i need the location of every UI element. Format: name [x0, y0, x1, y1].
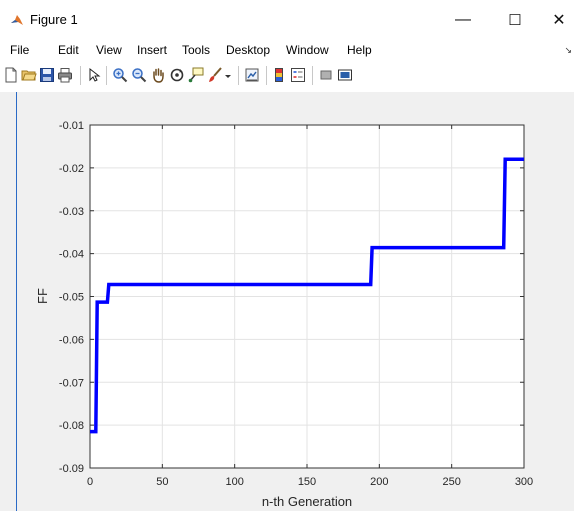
open-file-icon[interactable] [21, 67, 37, 83]
show-plot-tools-icon[interactable] [337, 67, 353, 83]
menu-bar: File Edit View Insert Tools Desktop Wind… [0, 40, 574, 60]
grid-layer [89, 124, 525, 469]
toolbar-separator [312, 66, 313, 85]
colorbar-icon[interactable] [271, 67, 287, 83]
x-axis-label: n-th Generation [262, 494, 352, 509]
zoom-out-icon[interactable] [131, 67, 147, 83]
pointer-icon[interactable] [86, 67, 102, 83]
toolbar-separator [266, 66, 267, 85]
minimize-button[interactable]: — [455, 11, 471, 28]
window-title: Figure 1 [30, 12, 78, 27]
x-tick-label: 250 [442, 476, 460, 488]
figure-canvas: -0.09 -0.08 -0.07 -0.06 -0.05 -0.04 -0.03 -0.02… [0, 92, 574, 511]
print-icon[interactable] [57, 67, 73, 83]
data-cursor-icon[interactable] [188, 67, 204, 83]
brush-dropdown-icon[interactable] [224, 67, 232, 83]
y-tick-label: -0.08 [59, 420, 84, 432]
menu-file[interactable]: File [10, 43, 30, 57]
tick-layer [89, 124, 525, 469]
menu-tools[interactable]: Tools [182, 43, 211, 57]
menu-help[interactable]: Help [347, 43, 372, 57]
x-tick-labels: 0 50 100 150 200 250 300 [87, 476, 533, 488]
x-tick-label: 300 [515, 476, 533, 488]
menu-overflow-icon[interactable]: ↘ [564, 45, 572, 55]
menu-desktop[interactable]: Desktop [226, 43, 271, 57]
window-edge [16, 92, 17, 511]
x-tick-label: 100 [225, 476, 243, 488]
legend-icon[interactable] [290, 67, 306, 83]
toolbar-separator [106, 66, 107, 85]
x-tick-label: 150 [298, 476, 316, 488]
matlab-icon [10, 13, 24, 27]
menu-insert[interactable]: Insert [137, 43, 168, 57]
y-tick-labels: -0.09 -0.08 -0.07 -0.06 -0.05 -0.04 -0.03 -0.02… [59, 120, 84, 475]
y-tick-label: -0.09 [59, 463, 84, 475]
hide-plot-tools-icon[interactable] [318, 67, 334, 83]
close-button[interactable]: ✕ [552, 12, 566, 29]
x-tick-label: 50 [156, 476, 168, 488]
menu-window[interactable]: Window [286, 43, 329, 57]
chart: -0.09 -0.08 -0.07 -0.06 -0.05 -0.04 -0.03 -0.02… [35, 120, 533, 509]
pan-icon[interactable] [150, 67, 166, 83]
y-tick-label: -0.01 [59, 120, 84, 132]
rotate-3d-icon[interactable] [169, 67, 185, 83]
menu-edit[interactable]: Edit [58, 43, 79, 57]
y-tick-label: -0.02 [59, 163, 84, 175]
maximize-button[interactable]: ☐ [508, 12, 522, 29]
y-tick-label: -0.05 [59, 292, 84, 304]
x-tick-label: 200 [370, 476, 388, 488]
brush-icon[interactable] [207, 67, 223, 83]
link-plot-icon[interactable] [244, 67, 260, 83]
toolbar [0, 60, 574, 93]
y-tick-label: -0.03 [59, 206, 84, 218]
toolbar-separator [80, 66, 81, 85]
series-line [90, 157, 524, 434]
y-tick-label: -0.07 [59, 377, 84, 389]
new-figure-icon[interactable] [3, 67, 19, 83]
y-axis-label: FF [35, 288, 50, 304]
zoom-in-icon[interactable] [112, 67, 128, 83]
toolbar-separator [238, 66, 239, 85]
save-icon[interactable] [39, 67, 55, 83]
y-tick-label: -0.06 [59, 334, 84, 346]
title-bar: Figure 1 — ☐ ✕ [0, 0, 574, 40]
y-tick-label: -0.04 [59, 249, 84, 261]
menu-view[interactable]: View [96, 43, 122, 57]
x-tick-label: 0 [87, 476, 93, 488]
